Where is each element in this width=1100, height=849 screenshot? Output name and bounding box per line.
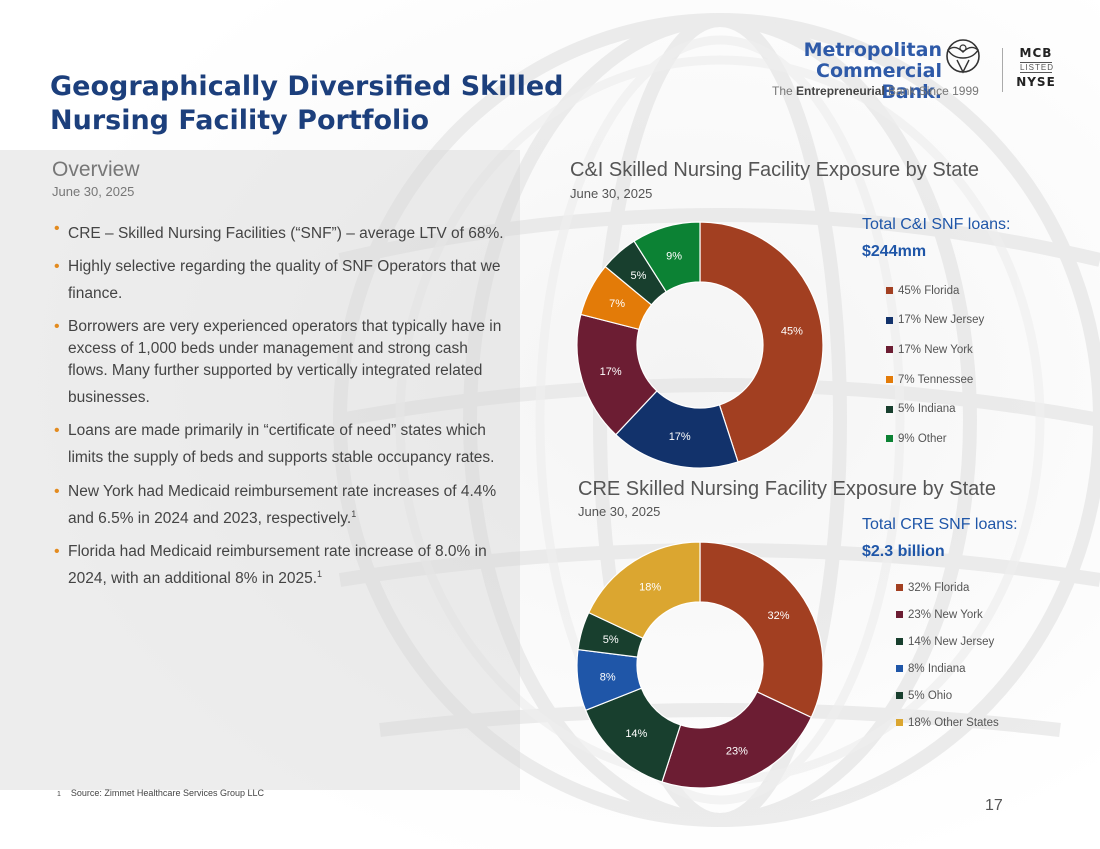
bullet-item: Loans are made primarily in “certificate… — [52, 420, 507, 469]
legend-swatch — [886, 376, 893, 384]
donut-data-label: 9% — [666, 251, 682, 263]
donut-slice-new-york — [661, 691, 813, 789]
donut-data-label: 17% — [669, 431, 691, 443]
donut-data-label: 23% — [726, 745, 748, 757]
overview-bullets: CRE – Skilled Nursing Facilities (“SNF”)… — [52, 218, 507, 601]
footnote-text: Source: Zimmet Healthcare Services Group… — [70, 788, 264, 798]
legend-swatch — [886, 405, 893, 413]
donut-data-label: 5% — [631, 270, 647, 282]
donut-data-label: 14% — [625, 728, 647, 740]
legend-item: 18% Other States — [896, 709, 999, 736]
legend-label: 17% New York — [898, 343, 973, 356]
footnote-marker: 1 — [57, 791, 61, 798]
logo-tagline: The Entrepreneurial Bank Since 1999 — [772, 84, 979, 98]
legend-item: 23% New York — [896, 601, 999, 628]
donut-slice-other-states — [587, 541, 701, 639]
ticker-symbol: MCB — [1019, 46, 1053, 60]
legend-item: 45% Florida — [886, 276, 984, 306]
overview-date: June 30, 2025 — [52, 184, 135, 199]
legend-item: 5% Indiana — [886, 394, 984, 424]
donut-slice-other — [633, 221, 701, 293]
bullet-item: Florida had Medicaid reimbursement rate … — [52, 541, 507, 590]
ci-donut-chart: 45% 17% 17% 7% 5% 9% — [576, 221, 824, 469]
donut-data-label: 45% — [781, 325, 803, 337]
legend-label: 45% Florida — [898, 284, 960, 297]
legend-label: 18% Other States — [908, 716, 999, 729]
legend-swatch — [896, 584, 903, 591]
overview-heading: Overview — [52, 158, 140, 181]
legend-swatch — [886, 346, 893, 354]
page-number: 17 — [985, 797, 1003, 814]
donut-data-label: 32% — [768, 610, 790, 622]
ci-chart-date: June 30, 2025 — [570, 186, 653, 201]
legend-label: 9% Other — [898, 432, 947, 445]
logo-bank-name: Metropolitan Commercial Bank. — [803, 39, 942, 103]
ci-chart-legend: 45% Florida 17% New Jersey 17% New York 7% … — [886, 276, 984, 454]
legend-swatch — [896, 719, 903, 726]
legend-label: 32% Florida — [908, 581, 970, 594]
legend-swatch — [896, 611, 903, 618]
nyse-listing-badge: MCB LISTED NYSE — [1016, 46, 1056, 89]
legend-label: 23% New York — [908, 608, 983, 621]
cre-total-label: Total CRE SNF loans: — [862, 516, 1018, 533]
legend-item: 7% Tennessee — [886, 365, 984, 395]
legend-swatch — [886, 435, 893, 443]
cre-donut-chart: 32% 23% 14% 8% 5% 18% — [576, 541, 824, 789]
legend-swatch — [886, 316, 893, 324]
bullet-item: CRE – Skilled Nursing Facilities (“SNF”)… — [52, 218, 507, 245]
legend-swatch — [886, 287, 893, 295]
bullet-item: New York had Medicaid reimbursement rate… — [52, 481, 507, 530]
cre-chart-title: CRE Skilled Nursing Facility Exposure by… — [578, 478, 996, 500]
listed-label: LISTED — [1020, 62, 1055, 73]
donut-data-label: 17% — [600, 366, 622, 378]
legend-label: 7% Tennessee — [898, 373, 974, 386]
page-title: Geographically Diversified Skilled Nursi… — [50, 71, 564, 136]
footnote: 1 Source: Zimmet Healthcare Services Grou… — [57, 788, 264, 798]
cre-total-value: $2.3 billion — [862, 543, 945, 560]
bullet-item: Highly selective regarding the quality o… — [52, 256, 507, 305]
cre-chart-date: June 30, 2025 — [578, 504, 661, 519]
donut-slice-florida — [699, 221, 824, 463]
bank-logo: Metropolitan Commercial Bank. The Entrep… — [770, 36, 1060, 106]
legend-item: 9% Other — [886, 424, 984, 454]
donut-slice-florida — [699, 541, 824, 719]
logo-divider — [1002, 48, 1003, 92]
legend-item: 8% Indiana — [896, 655, 999, 682]
legend-item: 5% Ohio — [896, 682, 999, 709]
legend-label: 17% New Jersey — [898, 314, 985, 327]
legend-swatch — [896, 665, 903, 672]
legend-item: 32% Florida — [896, 574, 999, 601]
donut-data-label: 7% — [609, 298, 625, 310]
legend-label: 5% Ohio — [908, 689, 953, 702]
eagle-icon — [946, 39, 980, 74]
legend-swatch — [896, 692, 903, 699]
donut-data-label: 5% — [603, 634, 619, 646]
bullet-item: Borrowers are very experienced operators… — [52, 316, 507, 409]
exchange-name: NYSE — [1016, 75, 1056, 89]
ci-total-value: $244mm — [862, 243, 927, 260]
legend-label: 8% Indiana — [908, 662, 966, 675]
donut-data-label: 8% — [600, 672, 616, 684]
legend-item: 14% New Jersey — [896, 628, 999, 655]
legend-item: 17% New York — [886, 335, 984, 365]
legend-label: 14% New Jersey — [908, 635, 995, 648]
ci-chart-title: C&I Skilled Nursing Facility Exposure by… — [570, 159, 980, 181]
ci-total-label: Total C&I SNF loans: — [862, 216, 1011, 233]
legend-swatch — [896, 638, 903, 645]
legend-item: 17% New Jersey — [886, 306, 984, 336]
legend-label: 5% Indiana — [898, 403, 956, 416]
donut-data-label: 18% — [639, 581, 661, 593]
cre-chart-legend: 32% Florida 23% New York 14% New Jersey 8% … — [896, 574, 999, 736]
